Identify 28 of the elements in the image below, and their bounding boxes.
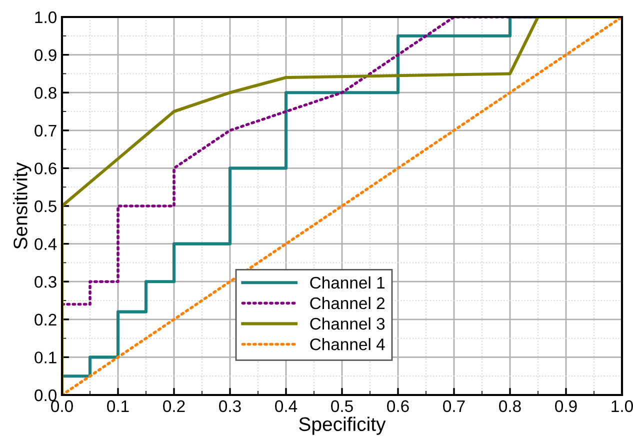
legend-label: Channel 3 bbox=[310, 317, 385, 330]
x-tick-label: 1.0 bbox=[612, 400, 633, 412]
y-tick-label: 0.4 bbox=[34, 238, 57, 250]
y-tick-label: 0.7 bbox=[34, 124, 56, 137]
x-tick-label: 0.1 bbox=[107, 400, 129, 412]
x-tick-label: 0.3 bbox=[219, 400, 241, 412]
y-tick-label: 0.0 bbox=[34, 389, 56, 402]
legend-label: Channel 1 bbox=[310, 276, 385, 289]
x-axis-title: Specificity bbox=[299, 416, 386, 435]
x-tick-label: 0.2 bbox=[163, 400, 185, 412]
y-tick-label: 0.1 bbox=[34, 352, 56, 364]
y-axis-title: Sensitivity bbox=[13, 162, 32, 249]
x-tick-label: 0.9 bbox=[555, 400, 577, 412]
x-tick-label: 0.7 bbox=[443, 400, 465, 412]
y-tick-label: 0.2 bbox=[34, 314, 56, 326]
legend-label: Channel 2 bbox=[310, 296, 384, 310]
y-tick-label: 0.3 bbox=[34, 276, 56, 288]
x-tick-label: 0.8 bbox=[499, 400, 521, 412]
y-tick-label: 0.8 bbox=[34, 87, 56, 99]
x-tick-label: 0.4 bbox=[275, 400, 298, 412]
y-tick-label: 1.0 bbox=[35, 11, 56, 24]
y-tick-label: 0.6 bbox=[34, 162, 56, 174]
y-tick-label: 0.5 bbox=[34, 200, 56, 212]
x-tick-label: 0.6 bbox=[387, 400, 409, 412]
x-tick-label: 0.5 bbox=[331, 400, 353, 412]
legend-label: Channel 4 bbox=[310, 338, 385, 350]
y-tick-label: 0.9 bbox=[34, 49, 56, 62]
x-tick-label: 0.0 bbox=[51, 400, 73, 412]
